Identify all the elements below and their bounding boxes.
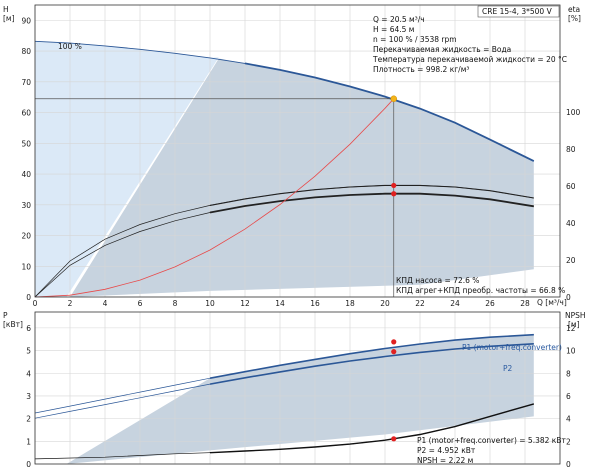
q-tick-label: 10 [205,299,215,308]
power-duty-point-1 [391,349,397,355]
info-p2: P2 = 4.952 кВт [417,446,476,455]
npsh-tick-label: 4 [566,415,571,424]
info-liquid: Перекачиваемая жидкость = Вода [373,45,511,54]
info-temperature: Температура перекачиваемой жидкости = 20… [372,55,567,64]
system-curve [35,98,395,297]
npsh-tick-label: 10 [566,347,576,356]
npsh-tick-label: 12 [566,324,576,333]
npsh-tick-label: 6 [566,392,571,401]
npsh-tick-label: 8 [566,369,571,378]
h-tick-label: 20 [21,232,31,241]
q-tick-label: 26 [485,299,495,308]
p-tick-label: 6 [26,324,31,333]
h-tick-label: 10 [21,262,31,271]
duty-info: Q = 20.5 м³/ч H = 64.5 м n = 100 % / 353… [372,15,567,74]
p1-series-label: P1 (motor+freq.converter) [462,343,562,352]
q-tick-label: 24 [450,299,460,308]
q-tick-label: 6 [138,299,143,308]
power-panel-frame [34,311,561,465]
q-tick-label: 2 [68,299,73,308]
h-tick-label: 80 [21,47,31,56]
p-axis-unit: [кВт] [3,320,23,329]
p-tick-label: 0 [26,460,31,469]
h-tick-label: 0 [26,293,31,302]
h-axis-title: H [3,5,9,14]
eta-tick-label: 20 [566,256,576,265]
eta-duty-point-1 [391,191,397,197]
npsh-axis-unit: [м] [568,320,580,329]
p-tick-label: 4 [26,369,31,378]
npsh-axis-title: NPSH [565,311,586,320]
power-duty-point-0 [391,339,397,345]
npsh-curve [209,403,534,454]
head-panel-frame [34,4,561,298]
p-tick-label: 5 [26,347,31,356]
duty-point [390,95,397,102]
model-label: CRE 15-4, 3*500 V [482,7,553,16]
p-tick-label: 1 [26,437,31,446]
h-tick-label: 30 [21,201,31,210]
eta-duty-point-0 [391,182,397,189]
h-tick-label: 50 [21,139,31,148]
eta-axis-title: eta [568,5,580,14]
p2-series-label: P2 [503,364,513,373]
head-curve [244,62,535,162]
eta-total-curve [209,192,534,214]
operating-range-light [35,41,219,297]
head-efficiency-panel: 0 2 4 6 8 10 12 14 16 18 20 22 24 26 28010203040506070… [3,4,581,308]
speed-label: 100 % [58,42,82,51]
p-tick-label: 3 [26,392,31,401]
p1-curve [209,333,534,379]
info-density: Плотность = 998.2 кг/м³ [373,65,469,74]
eta-tick-label: 100 [566,108,581,117]
model-box: CRE 15-4, 3*500 V [477,5,560,18]
h-tick-label: 90 [21,16,31,25]
q-tick-label: 14 [275,299,285,308]
eta-tick-label: 0 [566,293,571,302]
q-tick-label: 28 [520,299,530,308]
h-tick-label: 60 [21,109,31,118]
q-tick-label: 8 [173,299,178,308]
npsh-tick-label: 0 [566,460,571,469]
p-axis-title: P [3,311,8,320]
eta-tick-label: 40 [566,219,576,228]
p2-curve [209,343,534,385]
operating-range-grey [70,58,534,297]
q-tick-label: 0 [33,299,38,308]
eta-axis-unit: [%] [568,14,581,23]
q-tick-label: 4 [103,299,108,308]
efficiency-info: КПД насоса = 72.6 % КПД агрег+КПД преобр… [396,276,565,295]
eta-pump-curve [209,184,534,206]
info-eta-pump: КПД насоса = 72.6 % [396,276,479,285]
h-tick-label: 70 [21,78,31,87]
head-grid [34,5,560,298]
npsh-tick-label: 2 [566,437,571,446]
info-h: H = 64.5 м [373,25,414,34]
h-axis-unit: [м] [3,14,15,23]
q-tick-label: 16 [310,299,320,308]
power-info: P1 (motor+freq.converter) = 5.382 кВт P2… [417,436,566,465]
info-n: n = 100 % / 3538 rpm [373,35,457,44]
q-axis-label: Q [м³/ч] [537,298,567,307]
info-npsh: NPSH = 2.22 м [417,456,473,465]
q-tick-label: 18 [345,299,355,308]
info-q: Q = 20.5 м³/ч [373,15,425,24]
h-tick-label: 40 [21,170,31,179]
eta-tick-label: 80 [566,145,576,154]
power-duty-point-2 [391,436,397,442]
info-p1: P1 (motor+freq.converter) = 5.382 кВт [417,436,566,445]
info-eta-total: КПД агрег+КПД преобр. частоты = 66.8 % [396,286,565,295]
p-tick-label: 2 [26,415,31,424]
q-tick-label: 12 [240,299,250,308]
power-operating-range [66,334,534,464]
q-tick-label: 20 [380,299,390,308]
eta-tick-label: 60 [566,182,576,191]
q-tick-label: 22 [415,299,425,308]
